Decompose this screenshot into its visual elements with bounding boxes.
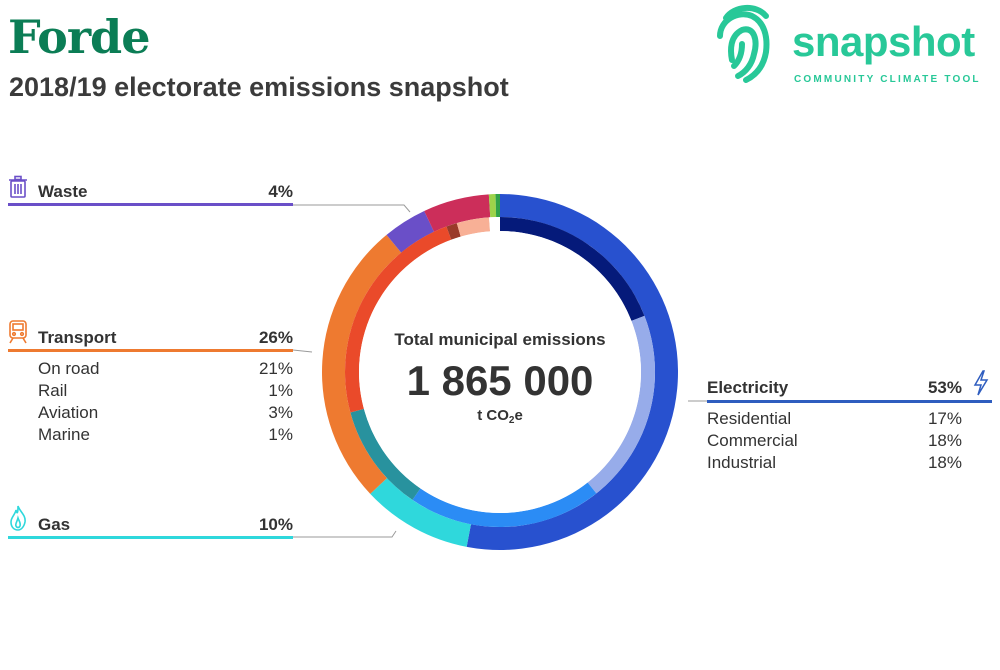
electricity-category: Electricity 53% Residential 17% Commerci… bbox=[707, 370, 992, 480]
sub-percent: 18% bbox=[927, 431, 962, 450]
sub-label: Industrial bbox=[707, 453, 776, 472]
sub-label: On road bbox=[38, 359, 100, 378]
electricity-heading: Electricity 53% bbox=[707, 378, 962, 398]
fingerprint-icon bbox=[717, 5, 770, 83]
waste-leader bbox=[293, 204, 411, 213]
lightning-icon bbox=[973, 370, 989, 396]
trash-icon bbox=[9, 175, 27, 198]
inner-slice-aviation bbox=[456, 217, 491, 237]
waste-label: Waste bbox=[38, 182, 88, 201]
outer-slice-other bbox=[495, 194, 500, 218]
page-title: Forde bbox=[8, 10, 150, 64]
gas-heading: Gas 10% bbox=[38, 515, 293, 535]
sub-percent: 1% bbox=[268, 425, 293, 444]
outer-slice-other bbox=[424, 194, 491, 232]
snapshot-logo: snapshot COMMUNITY CLIMATE TOOL bbox=[712, 0, 1000, 90]
inner-ring bbox=[345, 217, 655, 527]
inner-slice-commercial bbox=[587, 315, 655, 494]
donut-hole bbox=[359, 231, 641, 513]
transport-sub-on-road: On road 21% bbox=[38, 359, 293, 379]
center-value: 1 865 000 bbox=[407, 357, 594, 404]
sub-percent: 1% bbox=[268, 381, 293, 400]
sub-percent: 3% bbox=[268, 403, 293, 422]
transport-underline bbox=[8, 349, 293, 352]
outer-slice-transport bbox=[322, 234, 402, 494]
gas-category: Gas 10% bbox=[8, 505, 293, 545]
gas-percent: 10% bbox=[258, 515, 293, 534]
gas-label: Gas bbox=[38, 515, 71, 534]
inner-slice-residential bbox=[500, 217, 645, 321]
sub-label: Marine bbox=[38, 425, 90, 444]
electricity-underline bbox=[707, 400, 992, 403]
gas-leader bbox=[293, 530, 397, 538]
page-subtitle: 2018/19 electorate emissions snapshot bbox=[9, 72, 509, 102]
sub-percent: 17% bbox=[927, 409, 962, 428]
flame-icon bbox=[10, 505, 26, 531]
electricity-sub-residential: Residential 17% bbox=[707, 409, 962, 429]
transport-label: Transport bbox=[38, 328, 117, 347]
transport-sub-rail: Rail 1% bbox=[38, 381, 293, 401]
gas-underline bbox=[8, 536, 293, 539]
sub-label: Aviation bbox=[38, 403, 99, 422]
waste-heading: Waste 4% bbox=[38, 182, 293, 202]
inner-slice-industrial bbox=[412, 482, 597, 527]
outer-ring bbox=[322, 194, 679, 550]
outer-slice-gas bbox=[370, 478, 471, 547]
center-label: Total municipal emissions bbox=[394, 330, 605, 349]
electricity-percent: 53% bbox=[927, 378, 962, 397]
outer-slice-waste bbox=[386, 210, 435, 253]
inner-slice-gas bbox=[350, 408, 421, 500]
inner-slice-on-road bbox=[345, 226, 452, 413]
transport-heading: Transport 26% bbox=[38, 328, 293, 348]
transport-percent: 26% bbox=[258, 328, 293, 347]
sub-label: Commercial bbox=[707, 431, 798, 450]
waste-underline bbox=[8, 203, 293, 206]
logo-wordmark: snapshot bbox=[792, 18, 975, 65]
sub-percent: 21% bbox=[258, 359, 293, 378]
transport-leader bbox=[292, 349, 313, 353]
waste-category: Waste 4% bbox=[8, 172, 293, 212]
train-icon bbox=[9, 320, 27, 344]
sub-percent: 18% bbox=[927, 453, 962, 472]
inner-slice-marine bbox=[489, 217, 500, 232]
transport-sub-marine: Marine 1% bbox=[38, 425, 293, 445]
center-unit: t CO2e bbox=[477, 407, 523, 426]
electricity-sub-industrial: Industrial 18% bbox=[707, 453, 962, 473]
sub-label: Rail bbox=[38, 381, 68, 400]
logo-tagline: COMMUNITY CLIMATE TOOL bbox=[794, 74, 981, 85]
electricity-label: Electricity bbox=[707, 378, 789, 397]
sub-label: Residential bbox=[707, 409, 792, 428]
transport-category: Transport 26% On road 21% Rail 1% Aviati… bbox=[8, 318, 293, 448]
inner-slice-rail bbox=[446, 223, 461, 240]
outer-slice-other bbox=[488, 194, 497, 218]
electricity-sub-commercial: Commercial 18% bbox=[707, 431, 962, 451]
leader-lines bbox=[292, 204, 707, 538]
transport-sub-aviation: Aviation 3% bbox=[38, 403, 293, 423]
waste-percent: 4% bbox=[268, 182, 293, 201]
